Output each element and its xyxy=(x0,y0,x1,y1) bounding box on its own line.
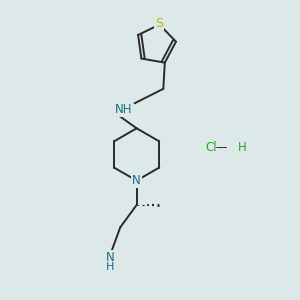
Text: NH: NH xyxy=(115,103,132,116)
Text: N: N xyxy=(132,174,141,187)
Text: H: H xyxy=(106,262,114,272)
Text: —: — xyxy=(212,140,231,154)
Text: S: S xyxy=(155,17,164,30)
Text: N: N xyxy=(106,251,114,264)
Text: H: H xyxy=(238,140,246,154)
Text: Cl: Cl xyxy=(205,140,217,154)
